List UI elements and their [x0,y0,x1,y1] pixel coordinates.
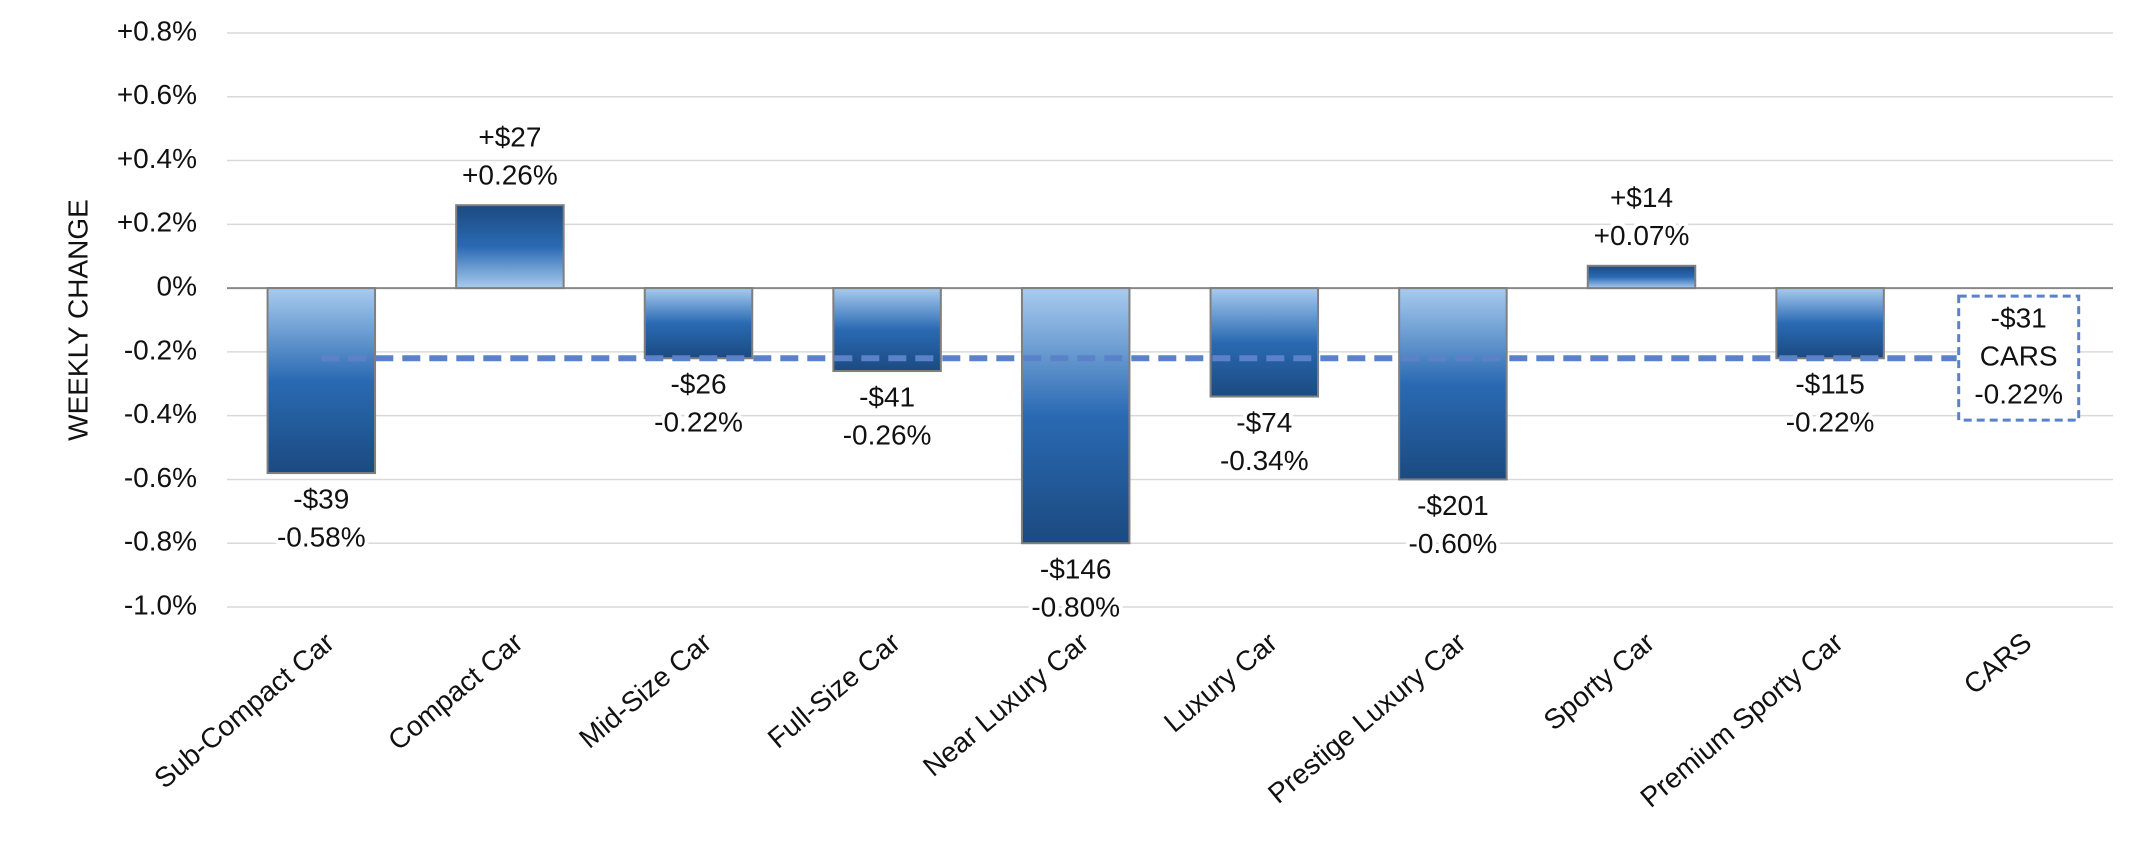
value-label: -0.34% [1220,445,1309,476]
x-tick-label: CARS [1958,627,2038,701]
value-label: -0.58% [277,521,366,552]
x-tick-label: Luxury Car [1158,627,1283,739]
y-tick-label: +0.4% [117,143,197,174]
dollar-label: -$41 [859,381,915,412]
value-label: -0.22% [1974,379,2063,410]
value-label: +0.26% [462,160,558,191]
y-tick-label: -1.0% [124,589,197,620]
y-tick-label: 0% [157,271,197,302]
y-tick-label: +0.6% [117,79,197,110]
dollar-label: -$26 [670,369,726,400]
reference-box [1957,294,2081,422]
value-label: -0.80% [1031,592,1120,623]
x-tick-label: Premium Sporty Car [1634,627,1848,814]
bar [643,287,754,360]
dollar-label: -$146 [1040,554,1112,585]
x-tick-label: Sub-Compact Car [148,627,340,795]
x-tick-label: Full-Size Car [762,627,906,755]
bar [1020,287,1131,545]
bar [1586,264,1697,290]
labels: -$39 -0.58% +$27 +0.26% -$26 -0.22% -$41 -0.26%… [273,118,2081,627]
reference-label: CARS [1980,341,2058,372]
dollar-label: -$39 [293,483,349,514]
value-label: -0.60% [1409,528,1498,559]
dollar-label: +$27 [478,122,541,153]
dollar-label: -$201 [1417,490,1489,521]
y-axis-label: WEEKLY CHANGE [62,199,93,441]
x-tick-label: Near Luxury Car [917,627,1094,783]
x-tick-label: Compact Car [382,627,528,757]
x-tick-label: Prestige Luxury Car [1262,627,1471,810]
dollar-label: -$31 [1991,303,2047,334]
y-tick-label: -0.8% [124,526,197,557]
y-tick-label: -0.4% [124,398,197,429]
x-tick-label: Sporty Car [1538,627,1660,737]
bar [1398,287,1508,481]
value-label: +0.07% [1594,220,1690,251]
y-tick-label: +0.2% [117,207,197,238]
y-tick-label: +0.8% [117,15,197,46]
bars [266,204,1885,545]
dollar-label: -$74 [1236,407,1292,438]
value-label: -0.22% [1786,407,1875,438]
bar [1775,287,1885,360]
dollar-label: -$115 [1795,369,1865,400]
bar [266,287,377,475]
dollar-label: +$14 [1610,182,1673,213]
value-label: -0.26% [843,419,932,450]
y-tick-label: -0.2% [124,334,197,365]
bar [1209,287,1320,398]
x-tick-label: Mid-Size Car [573,627,717,755]
value-label: -0.22% [654,407,743,438]
bar [455,204,565,290]
y-tick-label: -0.6% [124,462,197,493]
